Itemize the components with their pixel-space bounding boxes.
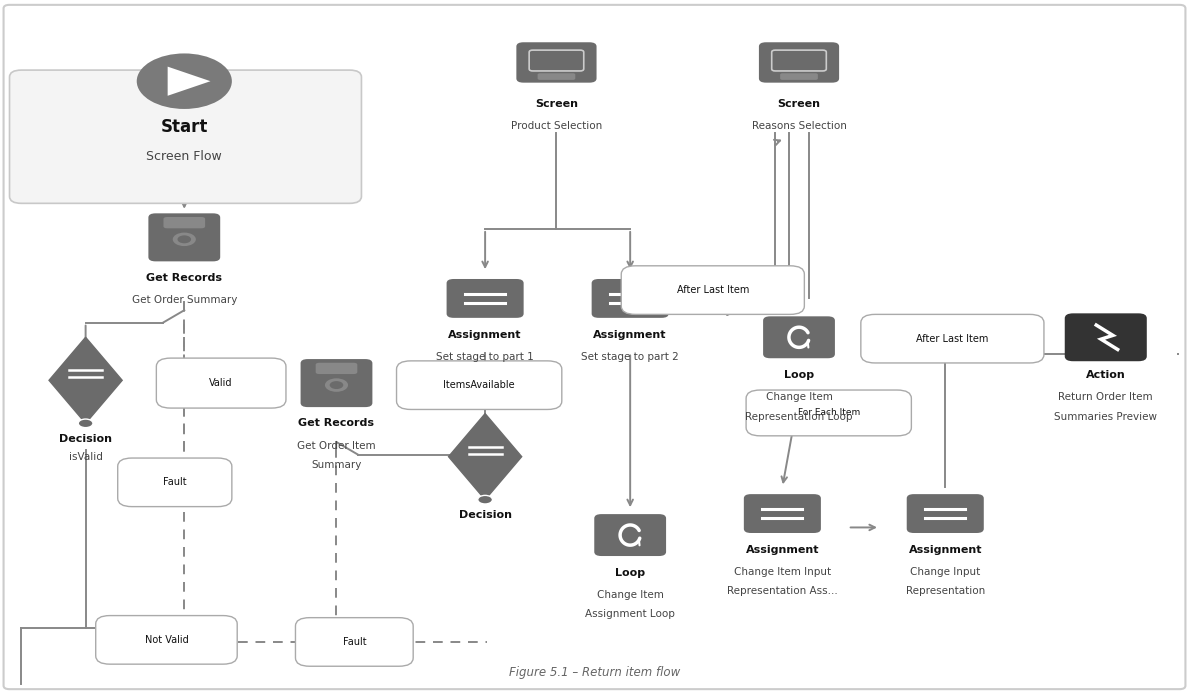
Text: Representation Loop: Representation Loop xyxy=(746,412,853,421)
Text: Screen: Screen xyxy=(535,99,578,109)
FancyBboxPatch shape xyxy=(747,390,911,436)
Text: Figure 5.1 – Return item flow: Figure 5.1 – Return item flow xyxy=(509,666,680,679)
Text: Assignment: Assignment xyxy=(746,545,819,555)
Text: ItemsAvailable: ItemsAvailable xyxy=(443,380,515,390)
Text: Set stage to part 1: Set stage to part 1 xyxy=(436,352,534,362)
FancyBboxPatch shape xyxy=(780,74,818,80)
Circle shape xyxy=(329,381,344,389)
Text: Representation Ass...: Representation Ass... xyxy=(726,586,838,596)
Circle shape xyxy=(78,419,93,428)
Text: Valid: Valid xyxy=(209,378,233,388)
FancyBboxPatch shape xyxy=(163,217,206,228)
Text: Change Item Input: Change Item Input xyxy=(734,567,831,577)
Text: Screen: Screen xyxy=(778,99,820,109)
Text: Get Order Item: Get Order Item xyxy=(297,441,376,450)
Text: Screen Flow: Screen Flow xyxy=(146,150,222,162)
Circle shape xyxy=(325,378,348,392)
Text: Decision: Decision xyxy=(59,434,112,443)
Text: Assignment: Assignment xyxy=(593,330,667,339)
Text: Loop: Loop xyxy=(615,568,646,577)
Text: Change Input: Change Input xyxy=(910,567,981,577)
FancyBboxPatch shape xyxy=(621,266,804,314)
Text: Fault: Fault xyxy=(163,477,187,487)
FancyBboxPatch shape xyxy=(10,70,361,203)
FancyBboxPatch shape xyxy=(594,514,666,556)
FancyBboxPatch shape xyxy=(861,314,1044,363)
Text: Assignment Loop: Assignment Loop xyxy=(585,609,675,619)
Text: Change Item: Change Item xyxy=(766,392,832,402)
Circle shape xyxy=(137,53,232,109)
FancyBboxPatch shape xyxy=(396,361,561,409)
FancyBboxPatch shape xyxy=(301,359,372,407)
Text: Product Selection: Product Selection xyxy=(511,121,602,131)
FancyBboxPatch shape xyxy=(516,42,597,83)
Text: Return Order Item: Return Order Item xyxy=(1058,392,1153,402)
FancyBboxPatch shape xyxy=(763,316,835,358)
FancyBboxPatch shape xyxy=(295,618,414,666)
FancyBboxPatch shape xyxy=(315,363,358,374)
Text: Action: Action xyxy=(1086,370,1126,380)
FancyBboxPatch shape xyxy=(772,50,826,71)
Circle shape xyxy=(478,496,492,504)
Text: isValid: isValid xyxy=(69,452,102,462)
Text: Reasons Selection: Reasons Selection xyxy=(751,121,847,131)
Circle shape xyxy=(177,235,191,244)
FancyBboxPatch shape xyxy=(592,279,668,318)
FancyBboxPatch shape xyxy=(149,213,220,262)
Polygon shape xyxy=(168,67,210,96)
FancyBboxPatch shape xyxy=(1065,314,1146,362)
Text: Not Valid: Not Valid xyxy=(145,635,188,645)
Text: Fault: Fault xyxy=(342,637,366,647)
Text: Get Order Summary: Get Order Summary xyxy=(132,295,237,305)
FancyBboxPatch shape xyxy=(96,616,237,664)
Circle shape xyxy=(478,496,492,504)
FancyBboxPatch shape xyxy=(537,74,575,80)
FancyBboxPatch shape xyxy=(907,494,983,533)
Text: Start: Start xyxy=(161,118,208,136)
FancyBboxPatch shape xyxy=(118,458,232,507)
FancyBboxPatch shape xyxy=(529,50,584,71)
Text: For Each Item: For Each Item xyxy=(798,409,860,417)
Text: Get Records: Get Records xyxy=(146,273,222,282)
Circle shape xyxy=(172,232,196,246)
Text: Summaries Preview: Summaries Preview xyxy=(1055,412,1157,421)
Text: Representation: Representation xyxy=(906,586,984,596)
Text: After Last Item: After Last Item xyxy=(917,334,988,344)
Text: Assignment: Assignment xyxy=(908,545,982,555)
FancyBboxPatch shape xyxy=(4,5,1185,689)
Text: Loop: Loop xyxy=(784,370,814,380)
Text: After Last Item: After Last Item xyxy=(677,285,749,295)
FancyBboxPatch shape xyxy=(744,494,820,533)
Circle shape xyxy=(78,419,93,428)
Polygon shape xyxy=(448,414,522,500)
FancyBboxPatch shape xyxy=(447,279,523,318)
Text: Change Item: Change Item xyxy=(597,590,663,600)
Text: Get Records: Get Records xyxy=(298,418,375,428)
Text: Summary: Summary xyxy=(312,460,361,470)
FancyBboxPatch shape xyxy=(759,42,839,83)
Text: Set stage to part 2: Set stage to part 2 xyxy=(581,352,679,362)
Polygon shape xyxy=(49,337,122,423)
FancyBboxPatch shape xyxy=(156,358,285,408)
Text: Decision: Decision xyxy=(459,510,511,520)
Text: Assignment: Assignment xyxy=(448,330,522,339)
